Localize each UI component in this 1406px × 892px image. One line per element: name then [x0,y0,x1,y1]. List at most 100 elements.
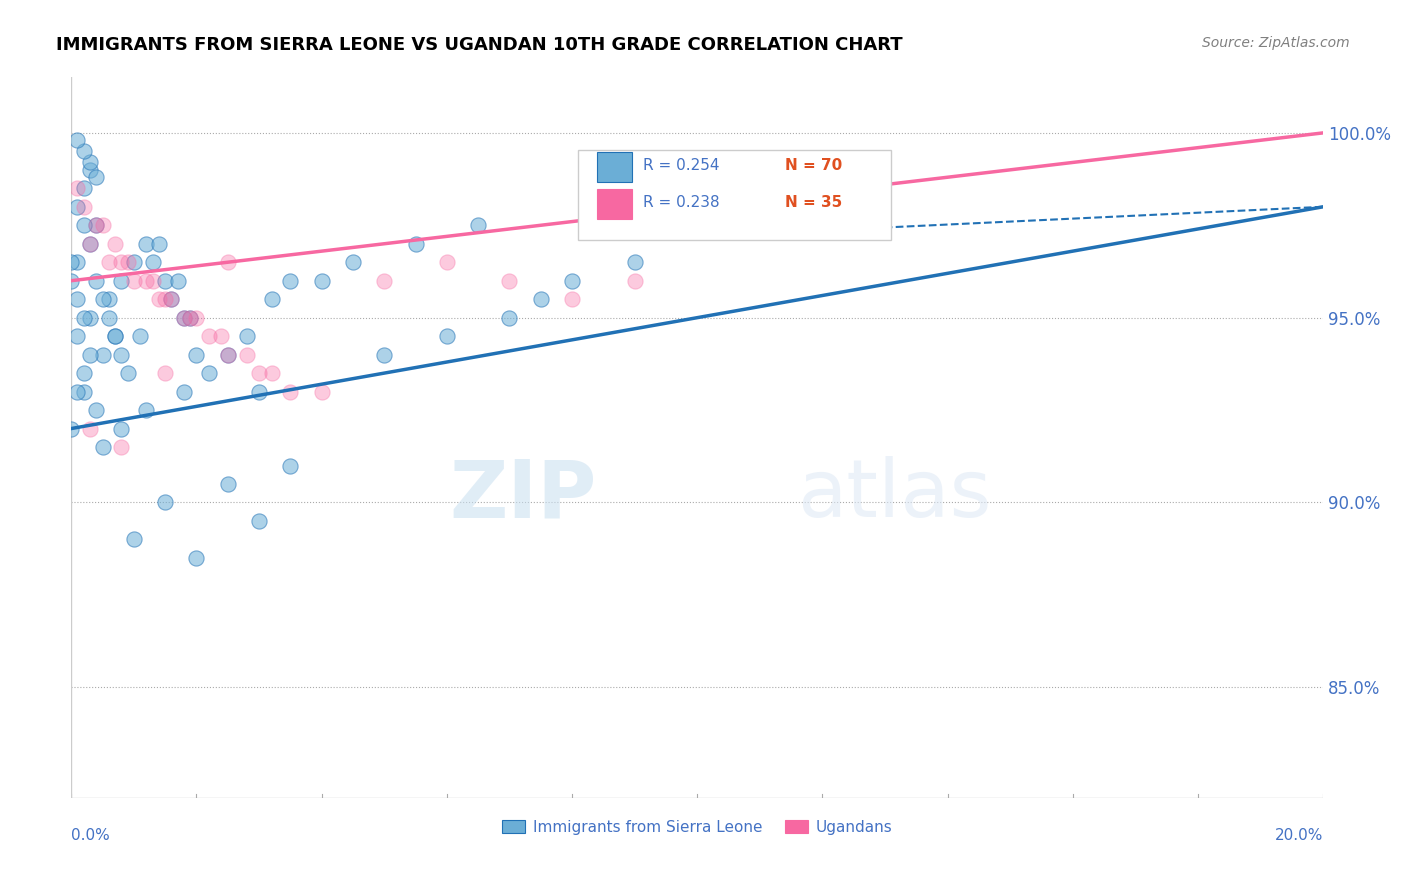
Point [60,421,83,435]
Point [373,274,395,288]
Point [247,514,270,528]
Point [186,310,208,325]
Point [97,292,120,306]
Point [260,366,283,380]
Point [173,310,195,325]
Point [73,366,96,380]
Text: Source: ZipAtlas.com: Source: ZipAtlas.com [1202,36,1350,50]
Point [198,366,221,380]
Text: atlas: atlas [797,457,991,534]
Point [247,366,270,380]
Point [66,181,89,195]
Point [278,384,301,399]
Point [148,292,170,306]
Point [110,255,132,269]
Point [66,329,89,343]
Point [66,292,89,306]
Point [166,274,188,288]
FancyBboxPatch shape [598,152,633,182]
Point [104,329,127,343]
Point [373,348,395,362]
Point [73,200,96,214]
Point [122,255,145,269]
Point [129,329,152,343]
Point [153,292,176,306]
Point [60,255,83,269]
Point [198,329,221,343]
Point [97,255,120,269]
Text: R = 0.254: R = 0.254 [644,158,720,173]
Point [91,292,114,306]
Point [117,366,139,380]
Point [173,310,195,325]
Point [235,329,257,343]
Point [104,329,127,343]
Point [278,274,301,288]
Point [79,162,101,177]
Point [84,219,107,233]
Point [311,384,333,399]
Point [104,236,127,251]
Point [160,292,183,306]
Point [84,219,107,233]
Point [73,310,96,325]
Point [79,421,101,435]
Point [135,236,157,251]
Point [217,348,239,362]
Point [217,255,239,269]
Point [260,292,283,306]
Point [110,440,132,454]
Point [561,274,583,288]
Point [73,219,96,233]
Point [186,348,208,362]
Point [530,292,553,306]
FancyBboxPatch shape [578,150,891,240]
Point [91,348,114,362]
Point [235,348,257,362]
Point [110,274,132,288]
Point [623,255,645,269]
Point [278,458,301,473]
Point [84,403,107,417]
Point [186,550,208,565]
Point [73,384,96,399]
Point [436,255,458,269]
Point [122,274,145,288]
Point [110,348,132,362]
FancyBboxPatch shape [598,189,633,219]
Point [79,236,101,251]
Point [79,236,101,251]
Point [148,236,170,251]
Point [405,236,427,251]
Point [179,310,201,325]
Point [311,274,333,288]
Point [73,145,96,159]
Point [153,274,176,288]
Point [79,348,101,362]
Point [623,274,645,288]
Point [66,200,89,214]
Point [153,366,176,380]
Text: IMMIGRANTS FROM SIERRA LEONE VS UGANDAN 10TH GRADE CORRELATION CHART: IMMIGRANTS FROM SIERRA LEONE VS UGANDAN … [56,36,903,54]
Point [91,440,114,454]
Point [66,384,89,399]
Point [561,292,583,306]
Point [173,384,195,399]
Point [342,255,364,269]
Text: R = 0.238: R = 0.238 [644,195,720,211]
Point [97,310,120,325]
Point [217,348,239,362]
Point [217,477,239,491]
Point [135,403,157,417]
Point [135,274,157,288]
Point [179,310,201,325]
Point [122,533,145,547]
Legend: Immigrants from Sierra Leone, Ugandans: Immigrants from Sierra Leone, Ugandans [496,814,898,841]
Text: 0.0%: 0.0% [72,828,110,843]
Point [467,219,489,233]
Point [142,274,165,288]
Point [79,310,101,325]
Point [91,219,114,233]
Point [117,255,139,269]
Point [84,274,107,288]
